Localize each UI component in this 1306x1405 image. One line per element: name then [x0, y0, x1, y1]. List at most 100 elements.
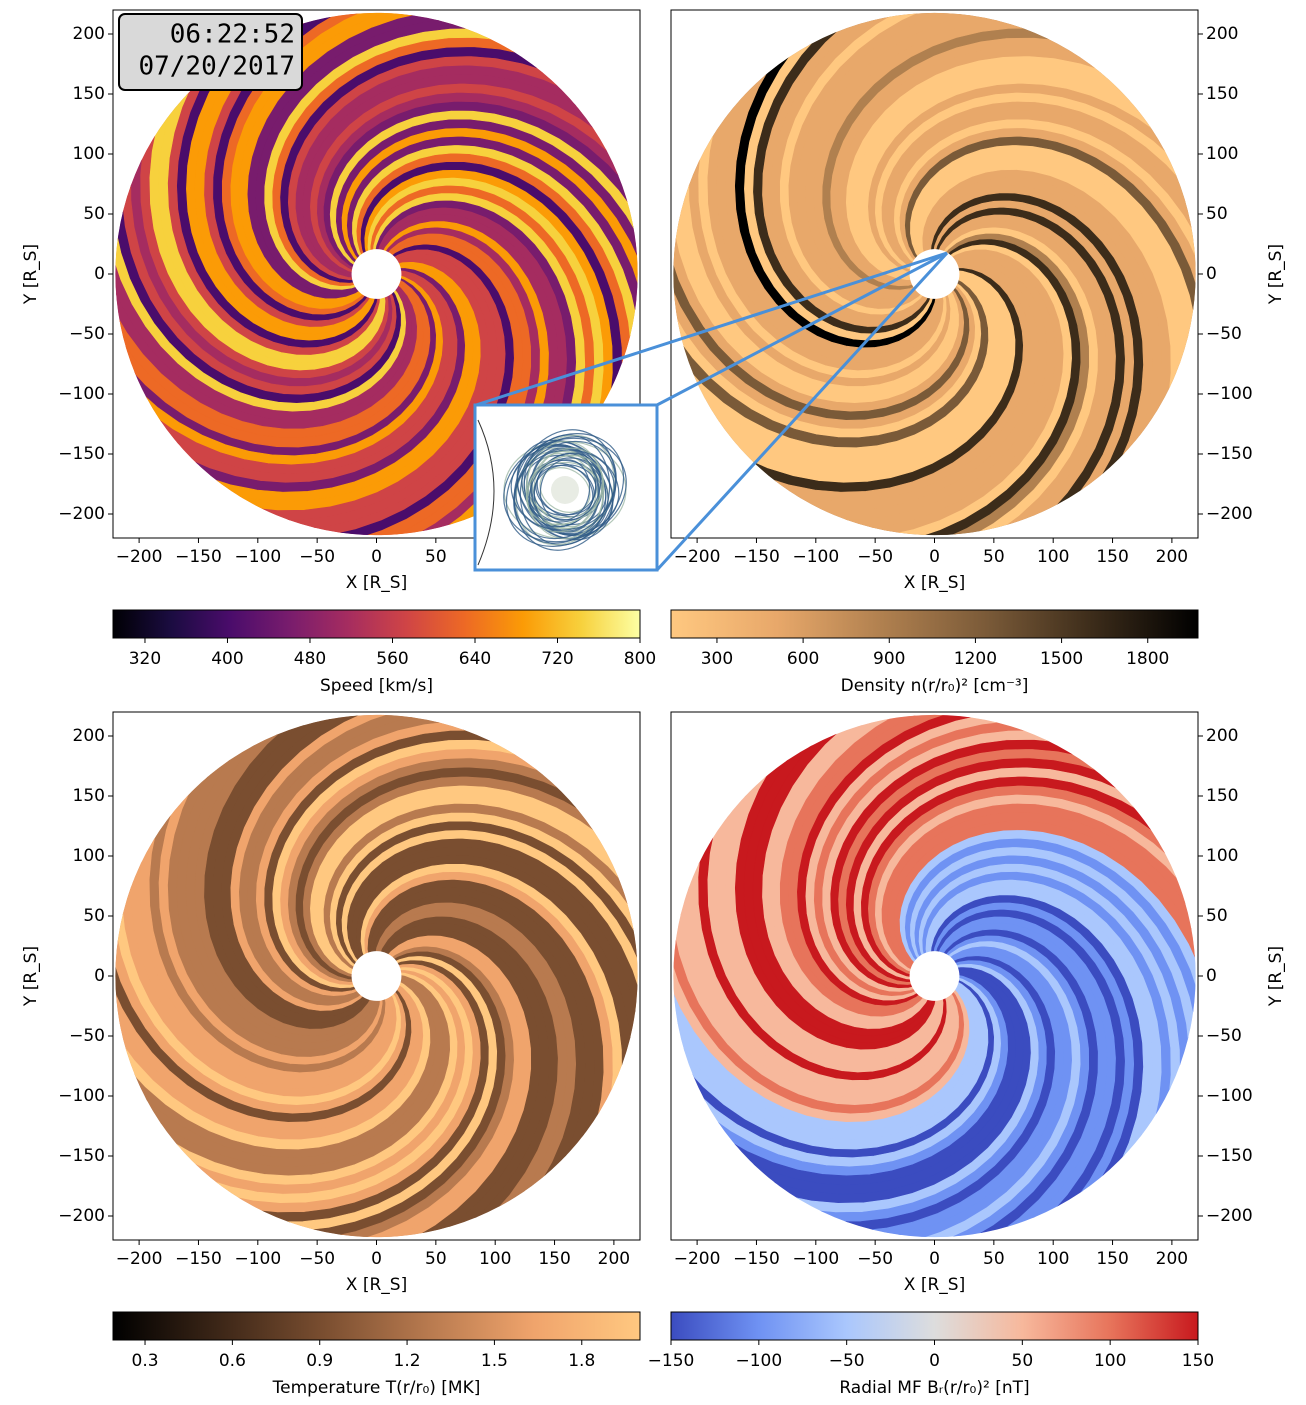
y-axis-label: Y [R_S]: [21, 244, 41, 305]
field-map: [673, 12, 1196, 536]
inset-orbit: [526, 457, 604, 523]
x-axis-label: X [R_S]: [904, 1275, 965, 1295]
y-tick-label: 150: [73, 786, 105, 806]
colorbar-tick-label: 150: [1182, 1351, 1214, 1371]
spiral-band: [115, 12, 431, 448]
y-tick-label: 200: [73, 726, 105, 746]
inset-core: [551, 476, 579, 504]
colorbar-tick-label: 560: [376, 649, 408, 669]
colorbar-tick-label: 480: [294, 649, 326, 669]
x-tick-label: −50: [299, 547, 335, 567]
y-tick-label: −50: [1206, 1026, 1242, 1046]
colorbar-label: Speed [km/s]: [320, 676, 433, 696]
colorbar: [112, 609, 641, 639]
x-tick-label: 50: [425, 547, 447, 567]
colorbar-tick-label: 0: [929, 1351, 940, 1371]
colorbar-tick-label: 0.9: [306, 1351, 333, 1371]
y-tick-label: 0: [94, 966, 105, 986]
inset-orbit: [525, 454, 605, 526]
inner-boundary: [909, 951, 960, 1001]
inset-orbit: [513, 440, 617, 540]
inset-orbit: [530, 447, 600, 533]
colorbar-tick-label: 1.2: [394, 1351, 421, 1371]
y-tick-label: 100: [1206, 846, 1238, 866]
colorbar-tick-label: 0.6: [219, 1351, 246, 1371]
x-tick-label: −50: [299, 1249, 335, 1269]
y-tick-label: −100: [1206, 384, 1253, 404]
y-tick-label: 150: [1206, 786, 1238, 806]
x-tick-label: −100: [234, 1249, 281, 1269]
y-tick-label: −200: [1206, 504, 1253, 524]
y-tick-label: 100: [1206, 144, 1238, 164]
x-tick-label: 0: [371, 547, 382, 567]
y-tick-label: −150: [1206, 444, 1253, 464]
x-tick-label: −100: [792, 1249, 839, 1269]
timestamp-box: [118, 13, 303, 91]
y-tick-label: −100: [58, 384, 105, 404]
y-tick-label: −200: [58, 1206, 105, 1226]
y-tick-label: 0: [94, 264, 105, 284]
x-tick-label: 150: [538, 1249, 570, 1269]
colorbar-tick-label: 1500: [1040, 649, 1083, 669]
colorbar-tick-label: 800: [624, 649, 656, 669]
inset-orbit: [531, 448, 599, 532]
x-tick-label: −100: [234, 547, 281, 567]
inset-orbit: [528, 452, 602, 528]
y-tick-label: 50: [83, 906, 105, 926]
spiral-band: [673, 12, 989, 448]
y-tick-label: −50: [1206, 324, 1242, 344]
inset-orbit: [525, 440, 605, 540]
y-axis-label: Y [R_S]: [21, 946, 41, 1007]
y-tick-label: 50: [1206, 906, 1228, 926]
inset-orbit: [539, 459, 591, 521]
colorbar: [670, 1311, 1199, 1341]
inset-orbit: [535, 464, 595, 516]
x-tick-label: −150: [175, 1249, 222, 1269]
x-tick-label: −150: [733, 547, 780, 567]
colorbar-tick-label: 1.5: [481, 1351, 508, 1371]
y-tick-label: 0: [1206, 264, 1217, 284]
y-tick-label: −200: [1206, 1206, 1253, 1226]
timestamp: 07/20/2017: [138, 52, 295, 82]
y-tick-label: −50: [69, 1026, 105, 1046]
y-tick-label: −100: [58, 1086, 105, 1106]
x-tick-label: −50: [857, 1249, 893, 1269]
colorbar-tick-label: 640: [459, 649, 491, 669]
zoom-line: [655, 251, 949, 572]
zoom-line: [656, 251, 948, 407]
x-tick-label: 150: [1096, 547, 1128, 567]
colorbar-tick-label: 1200: [954, 649, 997, 669]
x-tick-label: −150: [733, 1249, 780, 1269]
y-tick-label: 100: [73, 846, 105, 866]
y-tick-label: −100: [1206, 1086, 1253, 1106]
x-tick-label: 200: [598, 1249, 630, 1269]
y-axis-label: Y [R_S]: [1266, 946, 1286, 1007]
colorbar-tick-label: 900: [873, 649, 905, 669]
x-tick-label: 150: [1096, 1249, 1128, 1269]
y-tick-label: 100: [73, 144, 105, 164]
colorbar-tick-label: 1.8: [568, 1351, 595, 1371]
inset-orbit: [503, 437, 627, 543]
colorbar-tick-label: 400: [211, 649, 243, 669]
y-tick-label: 200: [1206, 726, 1238, 746]
y-tick-label: 0: [1206, 966, 1217, 986]
x-tick-label: 200: [1156, 1249, 1188, 1269]
y-tick-label: 50: [83, 204, 105, 224]
y-tick-label: 200: [1206, 24, 1238, 44]
inner-boundary: [351, 951, 402, 1001]
y-tick-label: −200: [58, 504, 105, 524]
x-tick-label: 50: [425, 1249, 447, 1269]
y-tick-label: −150: [58, 1146, 105, 1166]
x-tick-label: −200: [674, 547, 721, 567]
x-axis-label: X [R_S]: [904, 573, 965, 593]
colorbar: [670, 609, 1199, 639]
x-tick-label: 100: [479, 1249, 511, 1269]
colorbar-tick-label: 50: [1012, 1351, 1034, 1371]
colorbar-tick-label: 100: [1094, 1351, 1126, 1371]
x-tick-label: 0: [929, 1249, 940, 1269]
colorbar-tick-label: 720: [541, 649, 573, 669]
inset-orbit: [539, 467, 591, 513]
colorbar-tick-label: −50: [829, 1351, 865, 1371]
y-tick-label: −150: [1206, 1146, 1253, 1166]
